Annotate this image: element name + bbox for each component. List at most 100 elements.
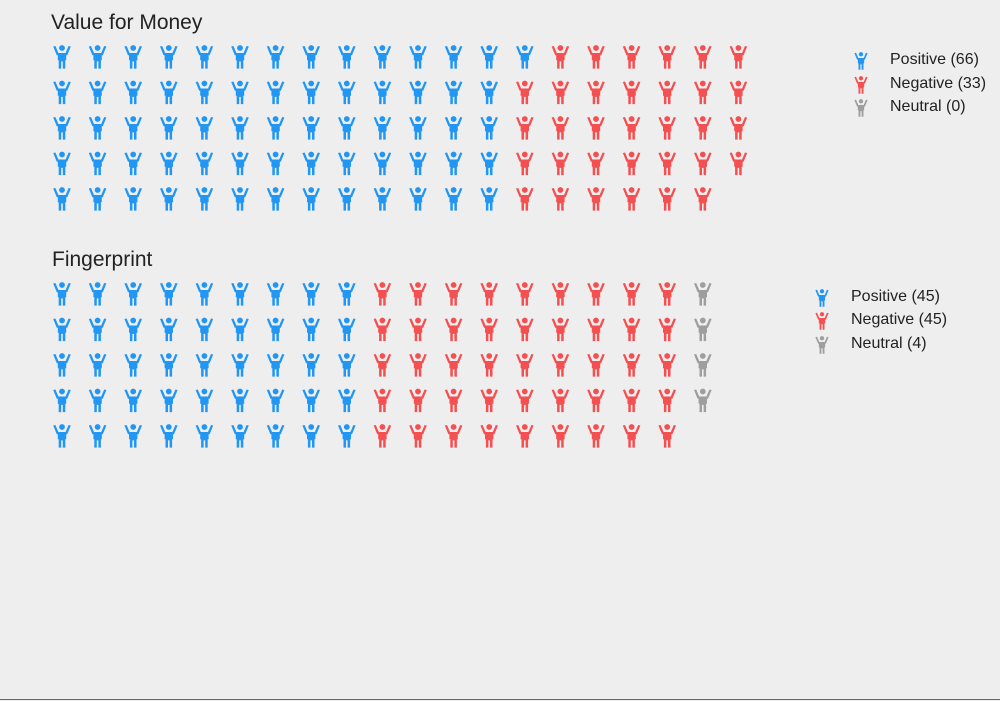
waffle-person-icon-positive — [88, 45, 107, 69]
waffle-person-icon-positive — [302, 317, 320, 342]
waffle-person-icon-negative — [516, 317, 534, 342]
waffle-person-icon-negative — [373, 424, 392, 448]
waffle-person-icon-negative — [551, 424, 570, 448]
waffle-person-icon-negative — [694, 80, 712, 105]
waffle-person-icon-negative — [516, 116, 534, 140]
legend-person-icon-neutral — [853, 99, 869, 117]
waffle-person-icon-negative — [622, 388, 641, 413]
waffle-person-icon-positive — [266, 151, 285, 176]
waffle-person-icon-positive — [231, 80, 249, 105]
waffle-person-icon-positive — [124, 388, 142, 413]
waffle-person-icon-positive — [195, 353, 214, 377]
waffle-person-icon-positive — [338, 424, 356, 448]
waffle-person-icon-negative — [694, 116, 712, 140]
waffle-person-icon-negative — [551, 353, 570, 377]
waffle-person-icon-positive — [373, 80, 392, 105]
waffle-person-icon-positive — [444, 187, 463, 211]
waffle-person-icon-negative — [729, 151, 748, 176]
waffle-person-icon-positive — [338, 282, 356, 306]
waffle-person-icon-positive — [124, 45, 142, 69]
waffle-person-icon-negative — [694, 45, 712, 69]
waffle-person-icon-positive — [195, 151, 214, 176]
waffle-person-icon-positive — [231, 187, 249, 211]
waffle-person-icon-positive — [480, 80, 498, 105]
waffle-person-icon-negative — [444, 282, 463, 306]
waffle-person-icon-negative — [622, 45, 641, 69]
waffle-person-icon-negative — [658, 282, 676, 306]
waffle-person-icon-positive — [195, 282, 214, 306]
waffle-person-icon-negative — [658, 151, 676, 176]
waffle-person-icon-positive — [124, 424, 142, 448]
waffle-person-icon-positive — [266, 424, 285, 448]
waffle-person-icon-negative — [729, 80, 748, 105]
waffle-person-icon-positive — [160, 282, 178, 306]
waffle-person-icon-positive — [266, 388, 285, 413]
legend-person-icon-positive — [814, 289, 830, 307]
waffle-person-icon-negative — [587, 353, 605, 377]
waffle-person-icon-positive — [480, 116, 498, 140]
waffle-person-icon-positive — [409, 45, 427, 69]
waffle-person-icon-neutral — [694, 353, 712, 377]
chart-title-fingerprint: Fingerprint — [52, 248, 153, 271]
waffle-person-icon-negative — [516, 388, 534, 413]
waffle-person-icon-positive — [88, 388, 107, 413]
waffle-person-icon-negative — [658, 317, 676, 342]
waffle-person-icon-negative — [622, 151, 641, 176]
waffle-person-icon-negative — [444, 353, 463, 377]
waffle-person-icon-negative — [622, 80, 641, 105]
waffle-person-icon-negative — [373, 353, 392, 377]
waffle-person-icon-positive — [124, 317, 142, 342]
waffle-person-icon-positive — [88, 317, 107, 342]
waffle-grid-value-for-money — [53, 45, 748, 211]
waffle-person-icon-negative — [658, 353, 676, 377]
waffle-person-icon-negative — [516, 282, 534, 306]
waffle-person-icon-positive — [409, 151, 427, 176]
waffle-person-icon-negative — [694, 187, 712, 211]
waffle-person-icon-negative — [658, 388, 676, 413]
waffle-person-icon-positive — [88, 424, 107, 448]
waffle-person-icon-positive — [124, 80, 142, 105]
waffle-person-icon-positive — [53, 353, 71, 377]
waffle-person-icon-negative — [729, 45, 748, 69]
waffle-person-icon-negative — [658, 116, 676, 140]
legend-label-neutral: Neutral (4) — [851, 335, 927, 352]
waffle-person-icon-positive — [160, 187, 178, 211]
waffle-person-icon-negative — [409, 317, 427, 342]
waffle-person-icon-negative — [587, 388, 605, 413]
waffle-person-icon-negative — [444, 317, 463, 342]
waffle-person-icon-positive — [231, 116, 249, 140]
waffle-person-icon-positive — [409, 187, 427, 211]
waffle-person-icon-positive — [444, 116, 463, 140]
waffle-person-icon-negative — [658, 187, 676, 211]
waffle-person-icon-positive — [53, 282, 71, 306]
waffle-person-icon-negative — [551, 80, 570, 105]
waffle-person-icon-negative — [373, 282, 392, 306]
waffle-person-icon-positive — [195, 424, 214, 448]
waffle-person-icon-negative — [409, 388, 427, 413]
waffle-person-icon-negative — [480, 317, 498, 342]
waffle-person-icon-positive — [480, 187, 498, 211]
waffle-person-icon-positive — [302, 187, 320, 211]
waffle-person-icon-negative — [622, 116, 641, 140]
waffle-person-icon-negative — [551, 317, 570, 342]
waffle-person-icon-negative — [409, 424, 427, 448]
waffle-person-icon-positive — [53, 388, 71, 413]
waffle-person-icon-negative — [516, 424, 534, 448]
waffle-person-icon-positive — [53, 45, 71, 69]
legend-label-neutral: Neutral (0) — [890, 98, 966, 115]
waffle-person-icon-negative — [551, 187, 570, 211]
waffle-person-icon-positive — [302, 45, 320, 69]
waffle-person-icon-positive — [88, 116, 107, 140]
waffle-person-icon-negative — [622, 353, 641, 377]
waffle-person-icon-positive — [231, 424, 249, 448]
waffle-person-icon-negative — [622, 317, 641, 342]
waffle-person-icon-positive — [160, 388, 178, 413]
waffle-person-icon-positive — [409, 116, 427, 140]
waffle-person-icon-positive — [302, 424, 320, 448]
waffle-person-icon-positive — [338, 45, 356, 69]
waffle-person-icon-neutral — [694, 282, 712, 306]
waffle-person-icon-positive — [88, 187, 107, 211]
waffle-person-icon-negative — [480, 282, 498, 306]
waffle-person-icon-positive — [88, 151, 107, 176]
